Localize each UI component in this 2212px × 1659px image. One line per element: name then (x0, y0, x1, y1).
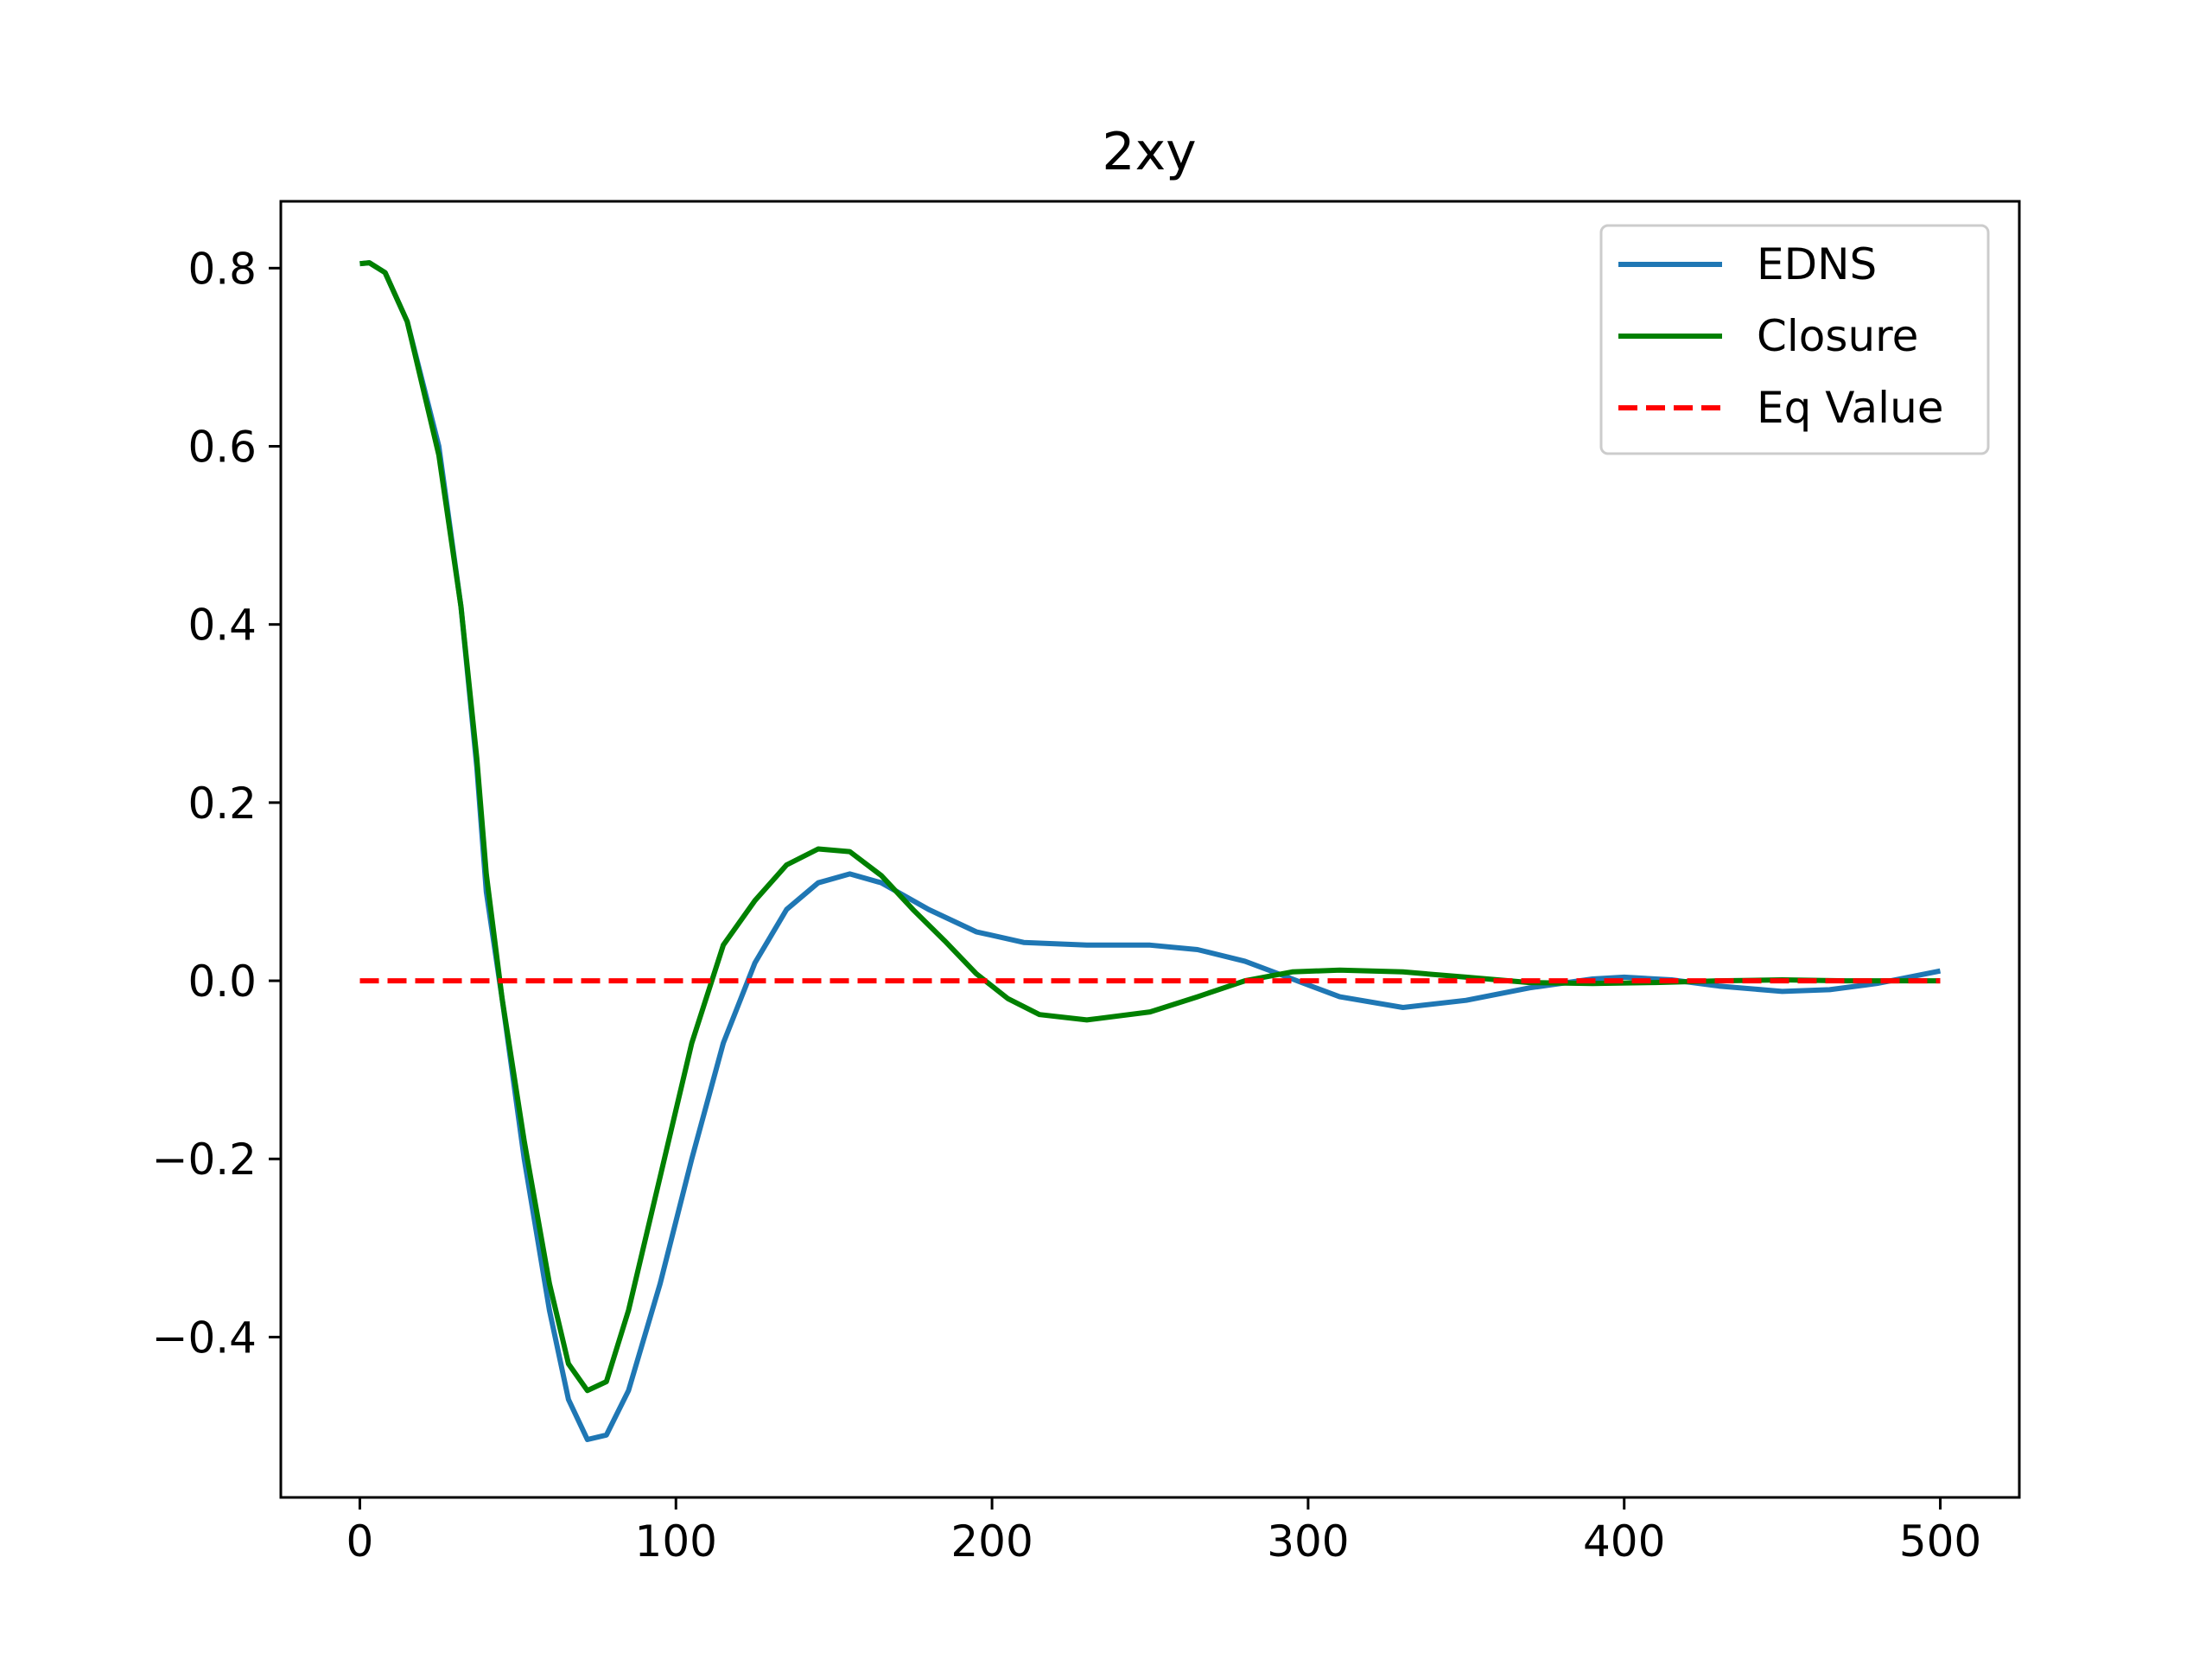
legend-label-closure: Closure (1757, 311, 1918, 361)
legend-label-eq-value: Eq Value (1757, 383, 1944, 433)
legend-label-edns: EDNS (1757, 239, 1877, 289)
x-tick-label: 0 (346, 1516, 374, 1567)
plot-area-frame (279, 200, 2021, 1499)
y-tick-label: −0.4 (152, 1313, 257, 1363)
series-line-closure (359, 260, 1941, 1394)
chart-title: 2xy (1102, 122, 1196, 182)
legend-box (1599, 224, 1990, 455)
y-tick-label: 0.2 (188, 779, 257, 829)
x-tick-label: 200 (950, 1516, 1033, 1567)
series-layer (359, 260, 1942, 1442)
x-axis: 0 100 200 300 400 500 (346, 1497, 1981, 1567)
y-tick-label: 0.0 (188, 957, 257, 1007)
y-tick-label: 0.6 (188, 423, 257, 473)
x-tick-label: 300 (1267, 1516, 1349, 1567)
y-axis: −0.4 −0.2 0.0 0.2 0.4 0.6 0.8 (152, 244, 281, 1363)
y-tick-label: −0.2 (152, 1135, 257, 1185)
y-tick-label: 0.4 (188, 601, 257, 651)
x-tick-label: 100 (635, 1516, 717, 1567)
legend: EDNS Closure Eq Value (1599, 224, 1990, 455)
x-tick-label: 400 (1583, 1516, 1665, 1567)
x-tick-label: 500 (1899, 1516, 1981, 1567)
y-tick-label: 0.8 (188, 244, 257, 294)
